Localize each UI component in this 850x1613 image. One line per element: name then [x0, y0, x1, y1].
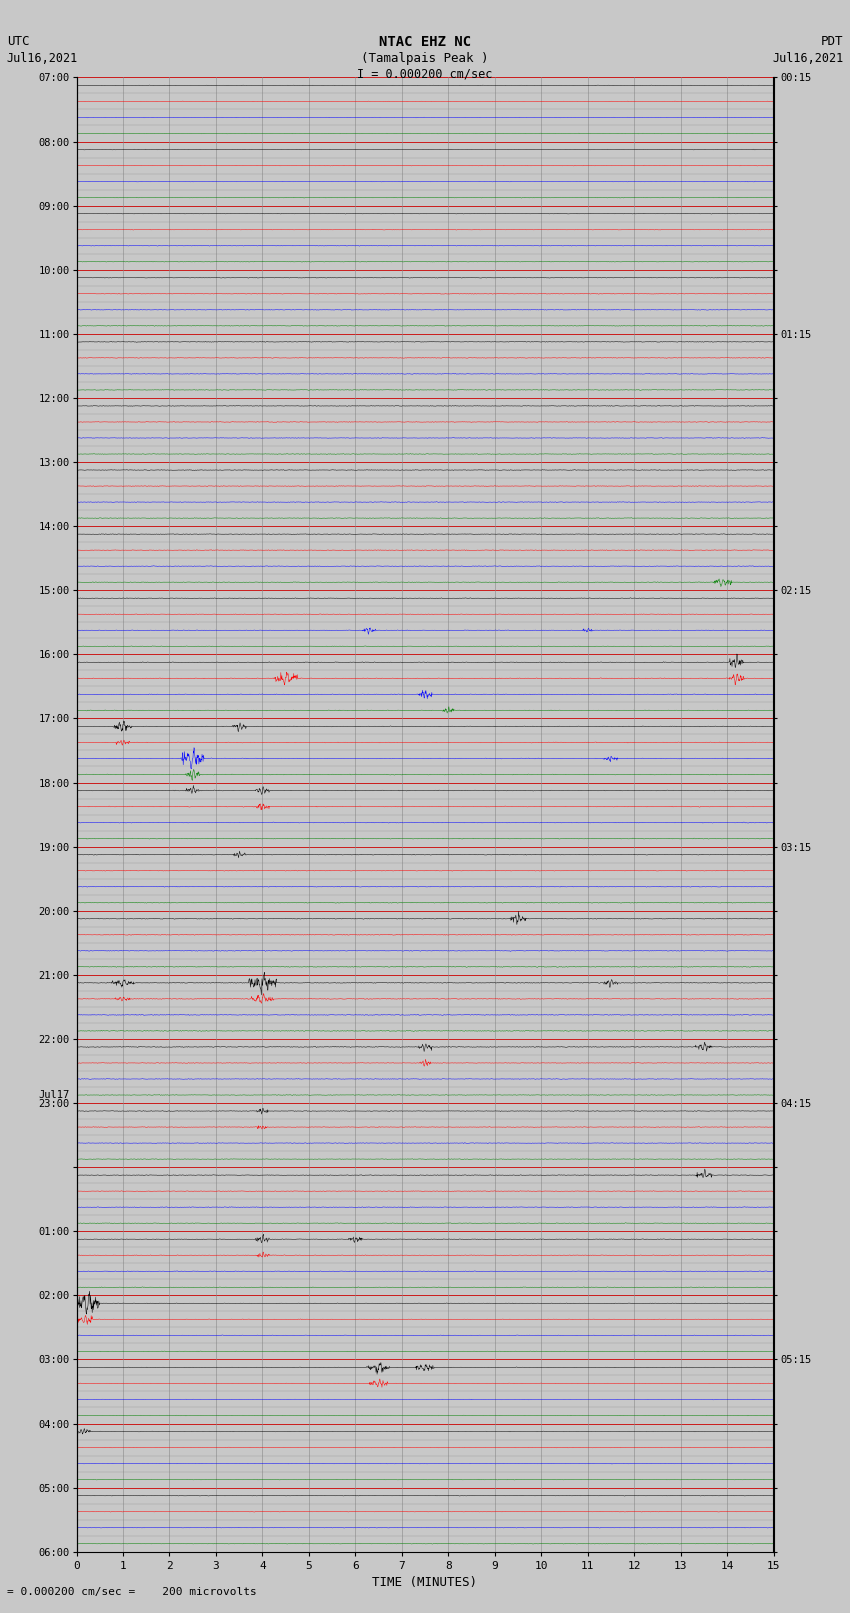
Text: = 0.000200 cm/sec =    200 microvolts: = 0.000200 cm/sec = 200 microvolts: [7, 1587, 257, 1597]
Text: I = 0.000200 cm/sec: I = 0.000200 cm/sec: [357, 68, 493, 81]
Text: PDT: PDT: [821, 35, 843, 48]
Text: Jul16,2021: Jul16,2021: [7, 52, 78, 65]
Text: Jul17: Jul17: [38, 1090, 70, 1100]
Text: UTC: UTC: [7, 35, 29, 48]
Text: (Tamalpais Peak ): (Tamalpais Peak ): [361, 52, 489, 65]
Text: NTAC EHZ NC: NTAC EHZ NC: [379, 35, 471, 50]
Text: Jul16,2021: Jul16,2021: [772, 52, 843, 65]
X-axis label: TIME (MINUTES): TIME (MINUTES): [372, 1576, 478, 1589]
